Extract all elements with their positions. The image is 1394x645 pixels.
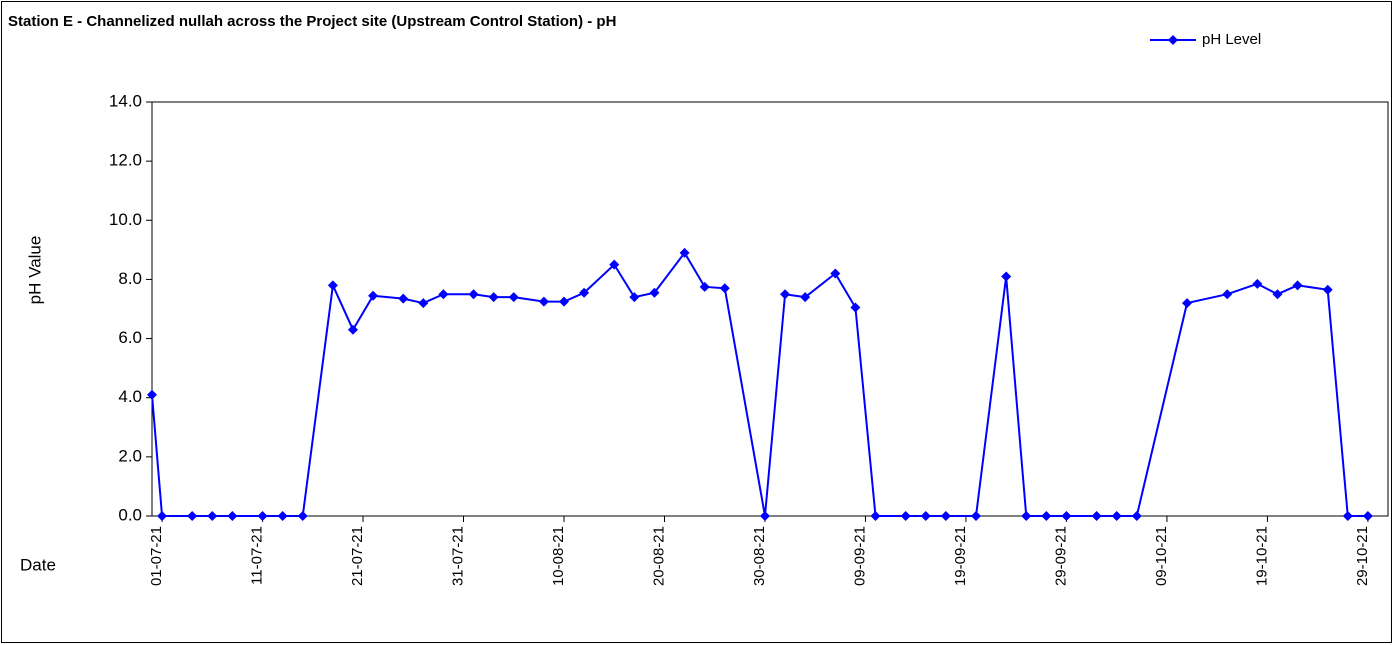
data-point <box>629 292 640 303</box>
plot-area <box>151 101 1389 517</box>
data-point <box>940 511 951 521</box>
data-point <box>830 268 841 279</box>
data-point <box>147 389 157 400</box>
data-point <box>1322 284 1333 295</box>
data-point <box>207 511 218 521</box>
data-point <box>297 511 308 521</box>
data-point <box>1342 511 1353 521</box>
data-point <box>780 289 791 300</box>
data-point <box>368 290 379 301</box>
x-tick-label: 10-08-21 <box>550 526 567 586</box>
data-point <box>609 259 620 270</box>
data-point <box>800 292 811 303</box>
x-axis-label: Date <box>20 555 56 574</box>
data-point <box>679 247 690 258</box>
data-point <box>759 511 770 521</box>
data-point <box>488 292 499 303</box>
data-point <box>438 289 449 300</box>
data-point <box>920 511 931 521</box>
data-point <box>1292 280 1303 291</box>
data-point <box>538 296 549 307</box>
data-point <box>398 293 409 304</box>
legend-marker <box>1168 35 1178 45</box>
y-axis-label: pH Value <box>25 236 44 305</box>
data-point <box>1111 511 1122 521</box>
data-point <box>347 324 358 335</box>
x-tick-label: 09-10-21 <box>1153 526 1170 586</box>
x-tick-label: 19-09-21 <box>952 526 969 586</box>
data-point <box>157 511 168 521</box>
data-point <box>971 511 981 521</box>
data-point <box>900 511 911 521</box>
x-tick-label: 20-08-21 <box>650 526 667 586</box>
data-point <box>327 280 338 291</box>
legend-label: pH Level <box>1202 31 1261 48</box>
x-tick-label: 09-09-21 <box>851 526 868 586</box>
y-tick-label: 14.0 <box>109 91 142 110</box>
x-tick-label: 29-10-21 <box>1354 526 1371 586</box>
data-point <box>257 511 268 521</box>
y-tick-label: 8.0 <box>118 269 142 288</box>
x-tick-label: 01-07-21 <box>148 526 165 586</box>
data-point <box>699 281 710 292</box>
data-point <box>559 296 569 307</box>
data-point <box>579 287 590 298</box>
data-point <box>649 287 660 298</box>
y-tick-label: 12.0 <box>109 151 142 170</box>
data-point <box>277 511 288 521</box>
data-point <box>1182 298 1193 309</box>
y-tick-label: 0.0 <box>118 505 142 524</box>
data-point <box>850 302 861 313</box>
x-tick-label: 31-07-21 <box>449 526 466 586</box>
data-point <box>1362 511 1373 521</box>
x-tick-label: 21-07-21 <box>349 526 366 586</box>
data-point <box>1131 511 1142 521</box>
y-tick-label: 6.0 <box>118 328 142 347</box>
data-point <box>1222 289 1233 300</box>
y-tick-label: 10.0 <box>109 210 142 229</box>
x-tick-label: 11-07-21 <box>249 526 266 585</box>
data-point <box>1272 289 1283 300</box>
data-point <box>719 283 730 294</box>
data-point <box>1061 511 1072 521</box>
data-point <box>1041 511 1052 521</box>
data-point <box>1252 278 1263 289</box>
chart-title: Station E - Channelized nullah across th… <box>8 13 616 30</box>
data-point <box>508 292 519 303</box>
data-point <box>227 511 238 521</box>
data-point <box>1021 511 1032 521</box>
y-tick-label: 2.0 <box>118 446 142 465</box>
x-tick-label: 19-10-21 <box>1253 526 1270 586</box>
x-tick-label: 29-09-21 <box>1052 526 1069 586</box>
x-tick-label: 30-08-21 <box>751 526 768 586</box>
data-point <box>1001 271 1012 282</box>
data-point <box>870 511 881 521</box>
data-point <box>187 511 198 521</box>
data-point <box>418 298 429 309</box>
y-tick-label: 4.0 <box>118 387 142 406</box>
data-point <box>1091 511 1102 521</box>
data-point <box>468 289 479 300</box>
